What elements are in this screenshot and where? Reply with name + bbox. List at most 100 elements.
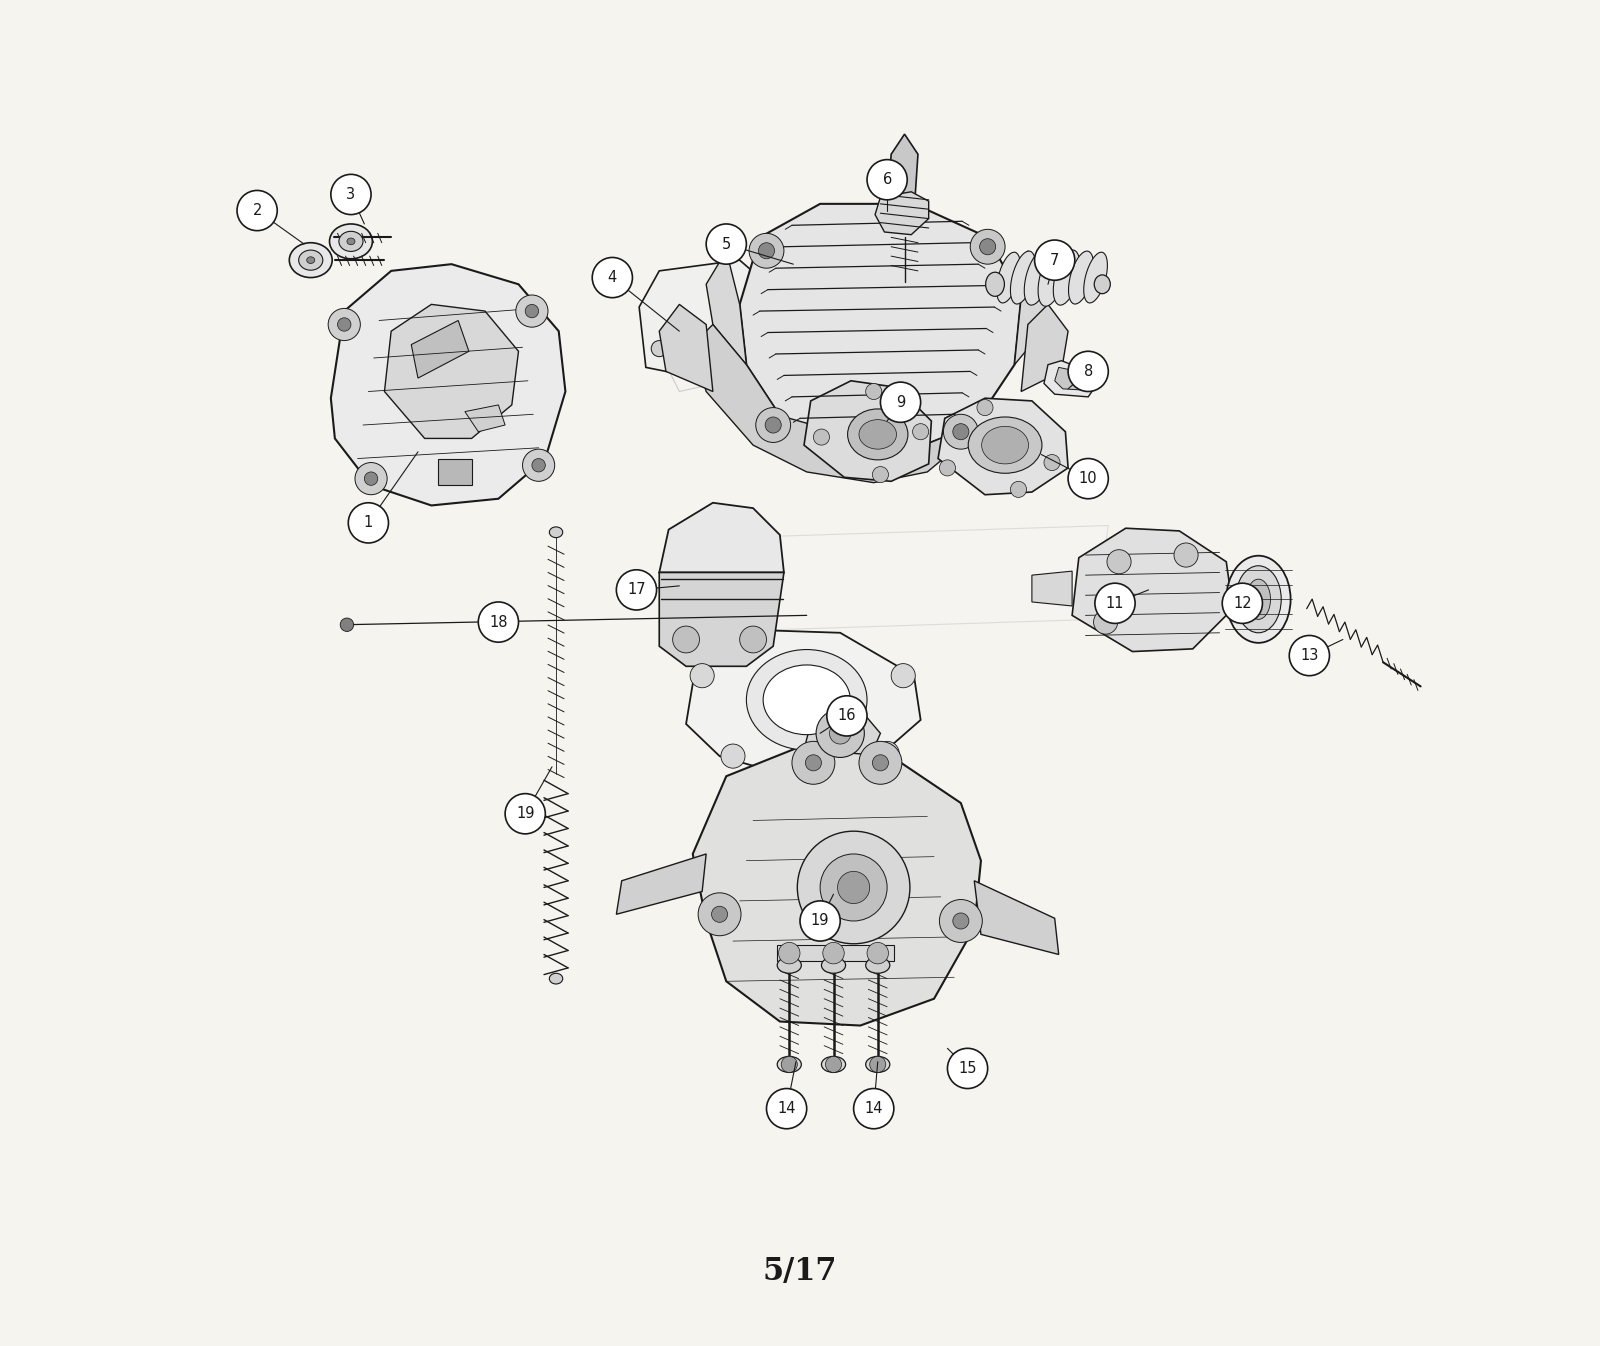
Circle shape xyxy=(859,742,902,785)
Polygon shape xyxy=(1072,528,1234,651)
Polygon shape xyxy=(638,284,800,392)
Polygon shape xyxy=(638,260,760,374)
Ellipse shape xyxy=(986,272,1005,296)
Ellipse shape xyxy=(1094,275,1110,293)
Polygon shape xyxy=(680,525,1109,633)
Circle shape xyxy=(1290,635,1330,676)
Circle shape xyxy=(1035,240,1075,280)
Ellipse shape xyxy=(549,973,563,984)
Circle shape xyxy=(939,460,955,476)
Polygon shape xyxy=(411,320,469,378)
Circle shape xyxy=(891,664,915,688)
Circle shape xyxy=(1174,542,1198,567)
Circle shape xyxy=(478,602,518,642)
Ellipse shape xyxy=(1053,250,1080,306)
Circle shape xyxy=(331,175,371,214)
Polygon shape xyxy=(466,405,506,432)
Circle shape xyxy=(1011,482,1027,498)
Circle shape xyxy=(970,229,1005,264)
Polygon shape xyxy=(1032,571,1072,606)
Circle shape xyxy=(672,626,699,653)
Circle shape xyxy=(944,415,978,450)
Circle shape xyxy=(875,742,899,766)
Text: 19: 19 xyxy=(811,914,829,929)
Circle shape xyxy=(651,341,667,357)
Circle shape xyxy=(690,664,714,688)
Ellipse shape xyxy=(330,223,373,258)
Ellipse shape xyxy=(549,526,563,537)
Circle shape xyxy=(837,871,870,903)
Ellipse shape xyxy=(1235,565,1282,633)
Text: 12: 12 xyxy=(1234,596,1251,611)
Text: 10: 10 xyxy=(1078,471,1098,486)
Circle shape xyxy=(870,1057,886,1073)
Ellipse shape xyxy=(1038,249,1066,307)
Circle shape xyxy=(947,1049,987,1089)
Text: 11: 11 xyxy=(1106,596,1125,611)
Circle shape xyxy=(515,295,547,327)
Text: 3: 3 xyxy=(346,187,355,202)
Polygon shape xyxy=(974,880,1059,954)
Circle shape xyxy=(1222,583,1262,623)
Circle shape xyxy=(805,755,821,771)
Circle shape xyxy=(866,384,882,400)
Polygon shape xyxy=(659,304,714,392)
Text: 14: 14 xyxy=(864,1101,883,1116)
Circle shape xyxy=(854,1089,894,1129)
Circle shape xyxy=(698,892,741,935)
Ellipse shape xyxy=(1226,556,1291,643)
Circle shape xyxy=(1069,351,1109,392)
Circle shape xyxy=(867,160,907,199)
Ellipse shape xyxy=(968,417,1042,474)
Text: 19: 19 xyxy=(515,806,534,821)
Circle shape xyxy=(822,942,845,964)
Circle shape xyxy=(872,755,888,771)
Circle shape xyxy=(1094,583,1134,623)
Ellipse shape xyxy=(982,427,1029,464)
Polygon shape xyxy=(888,135,918,194)
Circle shape xyxy=(616,569,656,610)
Ellipse shape xyxy=(339,232,363,252)
Ellipse shape xyxy=(299,250,323,271)
Text: 7: 7 xyxy=(1050,253,1059,268)
Text: 2: 2 xyxy=(253,203,262,218)
Circle shape xyxy=(739,626,766,653)
Circle shape xyxy=(872,467,888,483)
Circle shape xyxy=(779,942,800,964)
Circle shape xyxy=(912,424,928,440)
Circle shape xyxy=(592,257,632,297)
Ellipse shape xyxy=(821,957,845,973)
Ellipse shape xyxy=(307,257,315,264)
Circle shape xyxy=(341,618,354,631)
Polygon shape xyxy=(693,324,974,483)
Ellipse shape xyxy=(763,665,850,735)
Circle shape xyxy=(365,472,378,486)
Polygon shape xyxy=(1054,367,1090,390)
Text: 4: 4 xyxy=(608,271,618,285)
Polygon shape xyxy=(686,630,920,774)
Circle shape xyxy=(826,1057,842,1073)
Polygon shape xyxy=(805,707,880,755)
Ellipse shape xyxy=(778,1057,802,1073)
Circle shape xyxy=(880,382,920,423)
Polygon shape xyxy=(693,747,981,1026)
Circle shape xyxy=(349,503,389,542)
Circle shape xyxy=(867,942,888,964)
Text: 16: 16 xyxy=(838,708,856,723)
Circle shape xyxy=(328,308,360,341)
Polygon shape xyxy=(1014,250,1048,365)
Circle shape xyxy=(765,417,781,433)
Circle shape xyxy=(755,408,790,443)
Circle shape xyxy=(781,1057,797,1073)
Circle shape xyxy=(355,463,387,495)
Circle shape xyxy=(1069,459,1109,499)
Ellipse shape xyxy=(1246,579,1270,619)
Circle shape xyxy=(338,318,350,331)
Circle shape xyxy=(712,906,728,922)
Text: 15: 15 xyxy=(958,1061,978,1075)
Circle shape xyxy=(1043,455,1061,471)
Ellipse shape xyxy=(746,650,867,750)
Ellipse shape xyxy=(997,252,1021,303)
Polygon shape xyxy=(1021,304,1069,392)
Circle shape xyxy=(979,238,995,254)
